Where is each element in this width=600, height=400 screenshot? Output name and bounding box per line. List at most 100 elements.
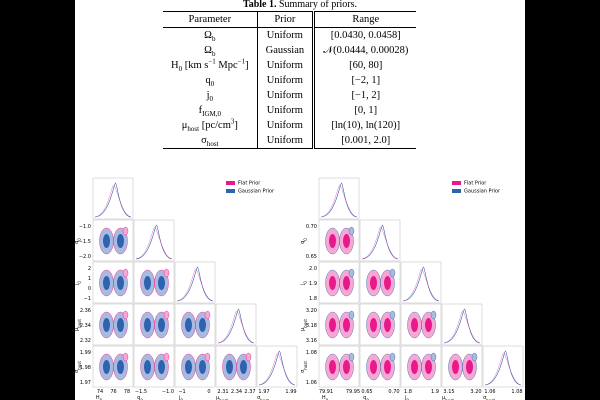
- table-row: H0 [km s−1 Mpc−1] Uniform [60, 80]: [163, 58, 416, 73]
- table-row: q0 Uniform [−2, 1]: [163, 73, 416, 88]
- panel: [92, 303, 134, 346]
- math-part: [km s: [182, 60, 209, 71]
- contour-alt: [163, 310, 170, 320]
- y-tick-label: 2.36: [80, 308, 91, 314]
- math-part: ]: [234, 120, 238, 131]
- pdf-blue: [402, 266, 440, 302]
- contour-inner: [117, 360, 124, 374]
- math-part: μ: [181, 120, 188, 131]
- y-tick-label: 3.16: [306, 338, 317, 344]
- math-part: μ: [216, 395, 220, 400]
- y-tick-label: 3.20: [306, 308, 317, 314]
- contour-alt: [430, 310, 437, 320]
- math-part: μ: [442, 395, 446, 400]
- prior-cell: Uniform: [257, 73, 316, 88]
- x-tick-label: 1.97: [258, 389, 269, 395]
- math-part: 0: [77, 281, 82, 284]
- contour-inner: [103, 234, 110, 248]
- panel: [400, 261, 442, 304]
- math-part: 0: [326, 398, 329, 400]
- contour-alt: [122, 310, 129, 320]
- pdf-blue: [94, 182, 132, 218]
- math-part: 3: [230, 117, 235, 126]
- math-part: 0: [209, 95, 214, 104]
- panel: [133, 345, 175, 388]
- math-part: host: [219, 398, 228, 400]
- panel: [215, 303, 257, 346]
- math-part: q: [205, 75, 211, 86]
- prior-cell: Uniform: [257, 58, 316, 73]
- parameter-cell: fIGM,0: [163, 103, 258, 118]
- axis-label: σhost: [483, 395, 495, 400]
- y-tick-label: 1.08: [306, 350, 317, 356]
- contour-inner: [144, 276, 151, 290]
- axis-label: σhost: [300, 361, 308, 373]
- axis-label: μhost: [75, 319, 82, 331]
- range-cell: [0, 1]: [354, 105, 378, 116]
- prior-cell: Uniform: [257, 133, 316, 149]
- axis-label: μhost: [216, 395, 228, 400]
- pdf-blue: [361, 224, 399, 260]
- y-tick-label: 1.97: [80, 380, 91, 386]
- x-tick-label: 1.9: [431, 389, 439, 395]
- contour-inner: [103, 318, 110, 332]
- contour-inner: [411, 318, 418, 332]
- x-tick-label: 78: [124, 389, 130, 395]
- contour-inner: [343, 360, 350, 374]
- pdf-blue: [320, 182, 358, 218]
- page: Table 1. Summary of priors. Parameter Pri…: [75, 0, 525, 400]
- contour-inner: [199, 318, 206, 332]
- contour-inner: [452, 360, 459, 374]
- legend-label: Flat Prior: [238, 181, 261, 187]
- prior-cell: Uniform: [257, 27, 316, 43]
- math-part: host: [486, 398, 495, 400]
- pdf-pink: [176, 268, 214, 302]
- prior-cell: Gaussian: [257, 43, 316, 58]
- contour-alt: [430, 352, 437, 362]
- panel: [318, 219, 360, 262]
- column-header: Prior: [257, 11, 316, 28]
- y-tick-label: 1.9: [309, 281, 317, 287]
- contour-alt: [122, 352, 129, 362]
- range-cell: [ln(10), ln(120)]: [331, 120, 401, 131]
- math-part: ]: [245, 60, 249, 71]
- panel: [482, 345, 524, 388]
- panel: [400, 345, 442, 388]
- math-part: host: [260, 398, 269, 400]
- panel: [92, 261, 134, 304]
- math-part: 0: [210, 80, 215, 89]
- panel: [174, 261, 216, 304]
- x-tick-label: 2.34: [231, 389, 242, 395]
- panel: [359, 219, 401, 262]
- contour-inner: [158, 360, 165, 374]
- contour-alt: [348, 310, 355, 320]
- contour-inner: [343, 318, 350, 332]
- pdf-pink: [361, 226, 399, 260]
- pdf-pink: [258, 352, 296, 386]
- axis-label: q0: [137, 395, 143, 400]
- contour-inner: [158, 276, 165, 290]
- contour-inner: [117, 318, 124, 332]
- pdf-pink: [443, 310, 481, 344]
- axis-label: μhost: [442, 395, 454, 400]
- pdf-blue: [443, 308, 481, 344]
- math-part: 0: [140, 398, 143, 400]
- math-part: μ: [75, 327, 80, 331]
- x-tick-label: 74: [97, 389, 103, 395]
- math-part: b: [211, 50, 216, 59]
- x-tick-label: 2.31: [217, 389, 228, 395]
- contour-inner: [466, 360, 473, 374]
- parameter-cell: H0 [km s−1 Mpc−1]: [163, 58, 258, 73]
- contour-alt: [204, 352, 211, 362]
- panel: [441, 345, 483, 388]
- x-tick-label: 3.15: [443, 389, 454, 395]
- panel: [359, 261, 401, 304]
- y-tick-label: 1.06: [306, 380, 317, 386]
- contour-alt: [389, 352, 396, 362]
- y-tick-label: 1.8: [309, 296, 317, 302]
- table-row: fIGM,0 Uniform [0, 1]: [163, 103, 416, 118]
- panel: [92, 219, 134, 262]
- math-part: 0: [366, 398, 369, 400]
- contour-inner: [185, 318, 192, 332]
- math-part: 0: [77, 238, 82, 241]
